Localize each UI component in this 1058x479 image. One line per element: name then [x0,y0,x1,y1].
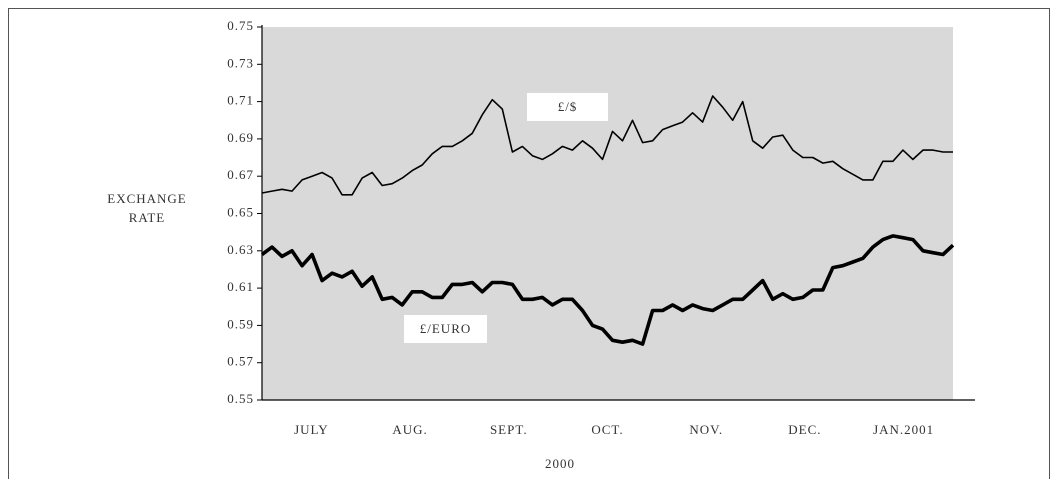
x-axis-label: 2000 [545,456,575,471]
label-box [404,315,487,343]
series-line [260,234,955,346]
series-label: £/$ [558,99,578,114]
series-line [261,95,953,196]
y-tick-label: 0.65 [227,204,254,219]
label-box [527,93,608,121]
series-label: £/EURO [420,321,472,336]
y-axis-label: RATE [129,210,166,225]
y-tick-label: 0.69 [227,130,254,145]
y-tick-label: 0.75 [227,18,254,33]
x-tick-label: JULY [294,422,328,437]
y-tick-label: 0.57 [227,354,254,369]
x-tick-label: DEC. [788,422,821,437]
y-tick-label: 0.73 [227,55,254,70]
y-axis-label: EXCHANGE [107,191,187,206]
y-tick-label: 0.61 [227,279,254,294]
y-tick-label: 0.59 [227,316,254,331]
y-tick-label: 0.71 [227,93,254,108]
x-tick-label: JAN.2001 [873,422,934,437]
y-tick-label: 0.63 [227,242,254,257]
y-tick-label: 0.55 [227,391,254,406]
x-tick-label: OCT. [591,422,623,437]
y-tick-label: 0.67 [227,167,254,182]
x-tick-label: SEPT. [490,422,528,437]
x-tick-label: AUG. [392,422,427,437]
plot-area [262,27,953,400]
x-tick-label: NOV. [689,422,723,437]
